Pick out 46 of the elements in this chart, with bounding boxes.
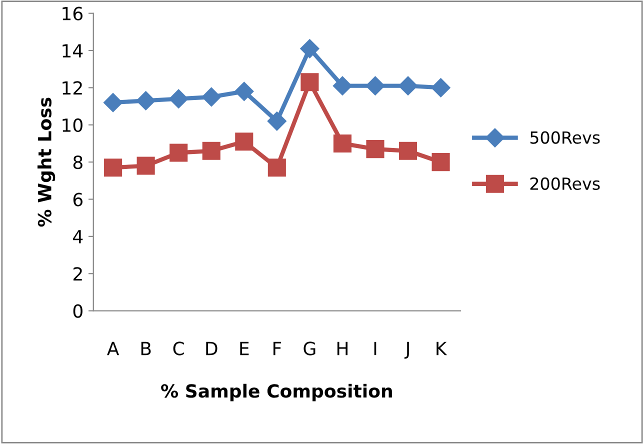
point — [104, 93, 123, 112]
point — [169, 89, 188, 108]
x-tick-label: J — [404, 342, 409, 359]
x-tick-label: I — [374, 342, 376, 356]
point — [104, 158, 122, 177]
point — [202, 142, 220, 160]
point — [234, 82, 254, 101]
point — [333, 134, 352, 152]
x-tick-label: K — [436, 342, 448, 356]
point — [268, 158, 286, 177]
y-tick-label: 4 — [73, 230, 83, 244]
point — [432, 153, 450, 172]
y-tick-label: 14 — [62, 44, 83, 58]
y-tick-label: 8 — [73, 156, 82, 170]
point — [202, 87, 221, 107]
point — [366, 140, 384, 158]
y-tick-label: 2 — [73, 267, 82, 280]
point — [235, 132, 254, 151]
point — [431, 78, 450, 98]
point — [136, 91, 156, 110]
x-tick-label: A — [107, 342, 120, 356]
point — [366, 76, 385, 96]
point — [300, 73, 319, 92]
point — [170, 144, 188, 162]
point — [267, 112, 286, 131]
legend-label: 500Revs — [530, 131, 600, 144]
point — [332, 76, 352, 96]
x-tick-label: D — [206, 342, 218, 356]
y-tick-label: 12 — [62, 81, 82, 95]
y-tick-label: 6 — [73, 192, 83, 206]
point — [398, 76, 418, 96]
point — [300, 39, 320, 58]
x-tick-label: G — [304, 342, 316, 356]
x-tick-label: F — [274, 342, 282, 356]
point — [398, 142, 418, 160]
x-tick-label: B — [141, 342, 151, 356]
x-tick-label: H — [337, 342, 348, 356]
y-tick-label: 16 — [62, 6, 83, 20]
y-tick-label: 0 — [73, 304, 82, 318]
x-tick-label: C — [173, 342, 184, 356]
y-tick-label: 10 — [62, 118, 82, 132]
point — [136, 156, 155, 175]
legend-label: 200Revs — [530, 177, 600, 190]
y-axis-title: % Wght Loss — [38, 98, 56, 227]
x-tick-label: E — [240, 342, 249, 356]
x-axis-title: % Sample Composition — [161, 384, 392, 402]
